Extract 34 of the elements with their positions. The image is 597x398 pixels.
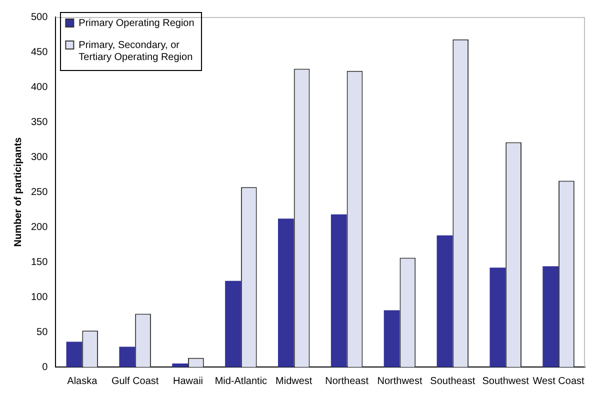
y-tick-label: 450	[30, 46, 48, 58]
y-tick-label: 100	[30, 292, 48, 303]
x-tick-label: Northwest	[377, 376, 422, 387]
legend-label: Primary Operating Region	[78, 18, 194, 29]
y-tick-label: 150	[30, 256, 48, 268]
bar	[66, 342, 82, 367]
x-tick-label: West Coast	[532, 376, 585, 387]
x-tick-label: Northeast	[325, 376, 369, 387]
bar	[225, 280, 241, 367]
x-tick-label: Hawaii	[173, 376, 204, 387]
y-tick-label: 500	[30, 12, 48, 23]
bar	[330, 214, 347, 367]
x-tick-label: Gulf Coast	[111, 376, 159, 387]
x-tick-label: Southwest	[482, 376, 530, 387]
y-tick-label: 50	[36, 326, 48, 338]
x-tick-label: Alaska	[67, 376, 98, 387]
y-axis-title: Number of participants	[12, 136, 24, 247]
bar	[490, 268, 506, 367]
y-tick-label: 350	[30, 116, 48, 128]
legend-label: Primary, Secondary, or Tertiary Operating Region	[78, 40, 193, 63]
bar	[436, 235, 453, 367]
y-tick-label: 250	[30, 186, 48, 198]
y-tick-label: 200	[30, 222, 48, 233]
y-tick-label: 0	[42, 362, 48, 373]
bar	[119, 346, 136, 367]
y-tick-label: 400	[30, 82, 48, 93]
bar	[278, 218, 294, 367]
bar	[172, 364, 188, 367]
x-tick-label: Southeast	[430, 376, 476, 387]
bar	[542, 266, 559, 367]
x-tick-label: Midwest	[276, 376, 312, 387]
x-tick-label: Mid-Atlantic	[214, 376, 268, 387]
y-tick-label: 300	[30, 152, 48, 163]
bar	[384, 310, 400, 367]
